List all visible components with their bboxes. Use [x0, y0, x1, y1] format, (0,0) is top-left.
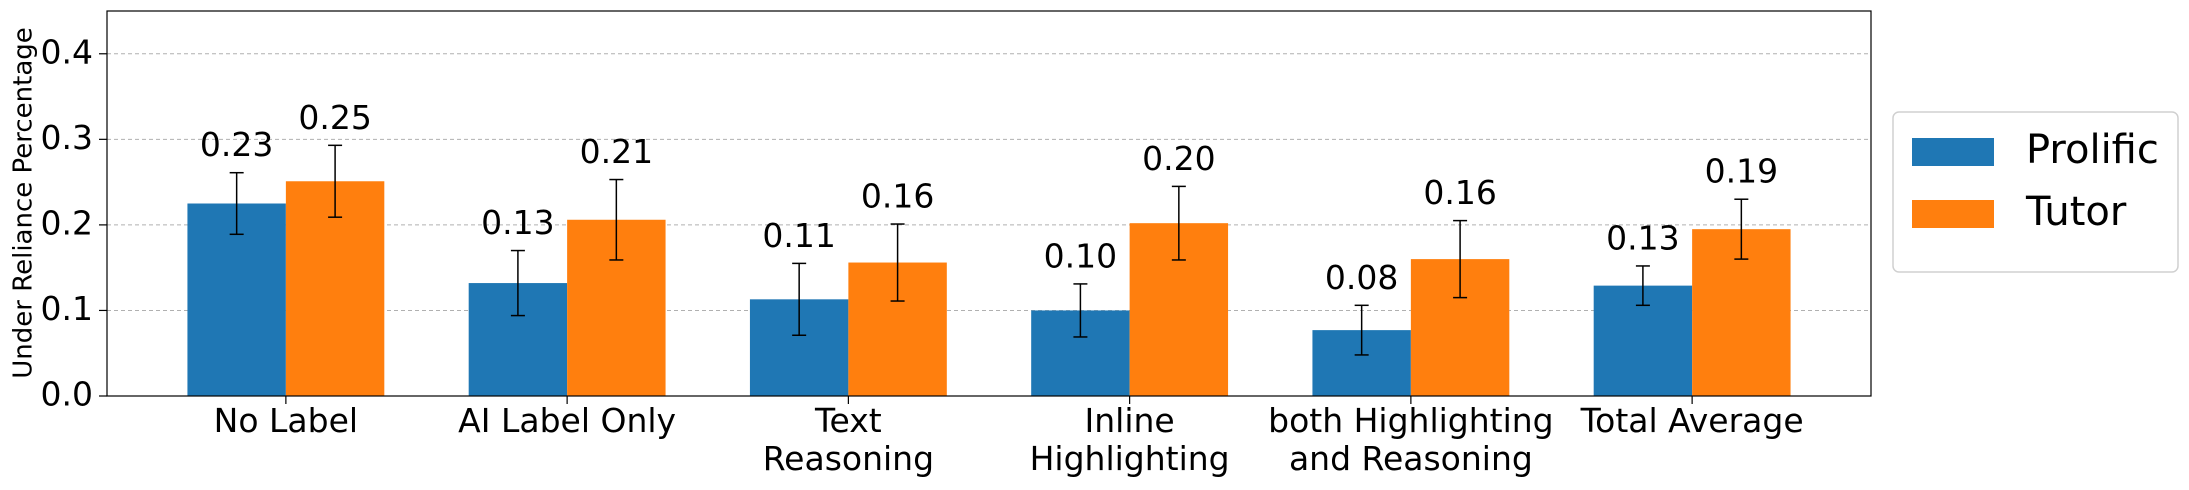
- legend-label: Prolific: [2026, 127, 2159, 173]
- value-label: 0.08: [1325, 258, 1398, 297]
- value-label: 0.13: [1606, 218, 1679, 257]
- bar: [187, 203, 286, 396]
- error-bar: [229, 171, 244, 236]
- error-bar: [1073, 283, 1088, 338]
- error-bar: [792, 262, 807, 337]
- error-bar: [1354, 304, 1369, 356]
- error-bar: [328, 144, 343, 218]
- legend-swatch: [1912, 138, 1994, 166]
- value-label: 0.23: [200, 125, 273, 164]
- error-bar: [890, 223, 905, 302]
- value-label: 0.11: [762, 216, 835, 255]
- error-bar: [1171, 185, 1186, 261]
- value-label: 0.16: [1423, 173, 1496, 212]
- y-tick-label: 0.0: [41, 375, 93, 414]
- error-bar: [1453, 219, 1468, 299]
- y-tick-label: 0.2: [41, 203, 93, 242]
- value-label: 0.25: [298, 98, 371, 137]
- error-bar: [609, 178, 624, 261]
- value-label: 0.10: [1044, 236, 1117, 275]
- value-label: 0.21: [580, 132, 653, 171]
- y-tick-label: 0.3: [41, 118, 93, 157]
- value-label: 0.20: [1142, 139, 1215, 178]
- plot-frame: [106, 10, 1872, 397]
- value-label: 0.19: [1705, 152, 1778, 191]
- error-bar: [1635, 265, 1650, 307]
- legend: Prolific Tutor: [1892, 111, 2179, 273]
- error-bar: [510, 249, 525, 317]
- legend-swatch: [1912, 200, 1994, 228]
- value-label: 0.16: [861, 177, 934, 216]
- error-bar: [1734, 198, 1749, 260]
- x-tick-label: No Label: [214, 401, 358, 440]
- x-tick-label: AI Label Only: [458, 401, 676, 440]
- y-tick-label: 0.4: [41, 32, 93, 71]
- y-tick-label: 0.1: [41, 289, 93, 328]
- y-axis-label: Under Reliance Percentage: [9, 27, 39, 379]
- x-tick-label: Inline Highlighting: [1030, 401, 1230, 478]
- x-tick-label: both Highlighting and Reasoning: [1268, 401, 1554, 478]
- x-tick-label: Total Average: [1580, 401, 1804, 440]
- x-tick-label: Text Reasoning: [763, 401, 934, 478]
- legend-label: Tutor: [2025, 189, 2127, 235]
- value-label: 0.13: [481, 203, 554, 242]
